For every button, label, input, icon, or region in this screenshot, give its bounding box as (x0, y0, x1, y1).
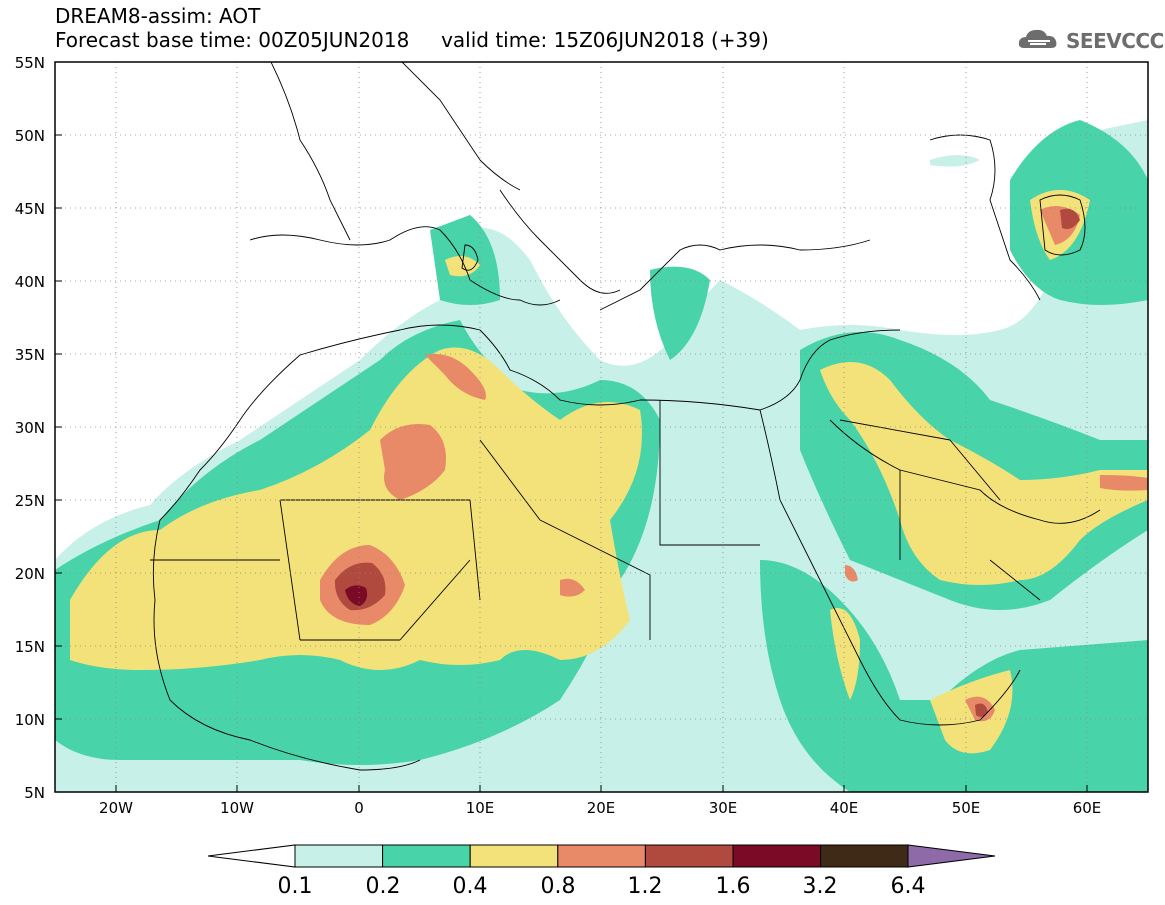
colorbar-label-1.2: 1.2 (628, 874, 663, 899)
colorbar-box-6 (820, 844, 909, 868)
lat-label-55n: 55N (15, 54, 45, 72)
lon-label-20e: 20E (587, 799, 616, 817)
colorbar: 0.1 0.2 0.4 0.8 1.2 1.6 3.2 6.4 (207, 844, 996, 899)
lon-label-50e: 50E (952, 799, 981, 817)
lon-label-30e: 30E (709, 799, 738, 817)
logo-text: SEEVCCC (1066, 29, 1164, 53)
colorbar-over-arrow (907, 844, 996, 868)
lat-label-30n: 30N (15, 419, 45, 437)
colorbar-label-0.1: 0.1 (278, 874, 313, 899)
lat-label-45n: 45N (15, 200, 45, 218)
colorbar-label-0.2: 0.2 (366, 874, 401, 899)
lon-label-60e: 60E (1073, 799, 1102, 817)
colorbar-box-5 (732, 844, 822, 868)
cloud-logo-icon (1018, 29, 1057, 48)
lat-label-5n: 5N (24, 784, 45, 802)
colorbar-label-0.4: 0.4 (453, 874, 488, 899)
lon-label-10w: 10W (220, 799, 254, 817)
lon-label-10e: 10E (466, 799, 495, 817)
colorbar-box-1 (382, 844, 471, 868)
lat-label-10n: 10N (15, 711, 45, 729)
lat-label-20n: 20N (15, 565, 45, 583)
forecast-times: Forecast base time: 00Z05JUN2018 valid t… (55, 28, 769, 52)
lon-label-20w: 20W (99, 799, 133, 817)
lat-label-50n: 50N (15, 127, 45, 145)
colorbar-label-3.2: 3.2 (803, 874, 838, 899)
map-title: DREAM8-assim: AOT (55, 4, 261, 28)
colorbar-label-1.6: 1.6 (716, 874, 751, 899)
colorbar-label-0.8: 0.8 (541, 874, 576, 899)
gridlines (55, 62, 1148, 792)
lon-label-40e: 40E (830, 799, 859, 817)
lat-label-15n: 15N (15, 638, 45, 656)
colorbar-box-0 (294, 844, 384, 868)
colorbar-box-3 (557, 844, 646, 868)
colorbar-under-arrow (207, 844, 296, 868)
colorbar-box-4 (644, 844, 734, 868)
lat-label-40n: 40N (15, 273, 45, 291)
lat-label-25n: 25N (15, 492, 45, 510)
aot-field (55, 120, 1148, 792)
colorbar-label-6.4: 6.4 (891, 874, 926, 899)
colorbar-box-2 (469, 844, 559, 868)
lat-label-35n: 35N (15, 346, 45, 364)
axis-ticks (55, 61, 1088, 793)
lon-label-0: 0 (354, 799, 364, 817)
